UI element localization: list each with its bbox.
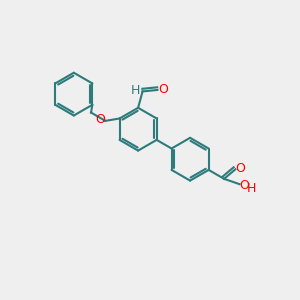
Text: H: H: [130, 84, 140, 98]
Text: O: O: [240, 179, 250, 192]
Text: H: H: [247, 182, 256, 195]
Text: O: O: [95, 113, 105, 127]
Text: O: O: [236, 162, 245, 175]
Text: O: O: [158, 83, 168, 96]
